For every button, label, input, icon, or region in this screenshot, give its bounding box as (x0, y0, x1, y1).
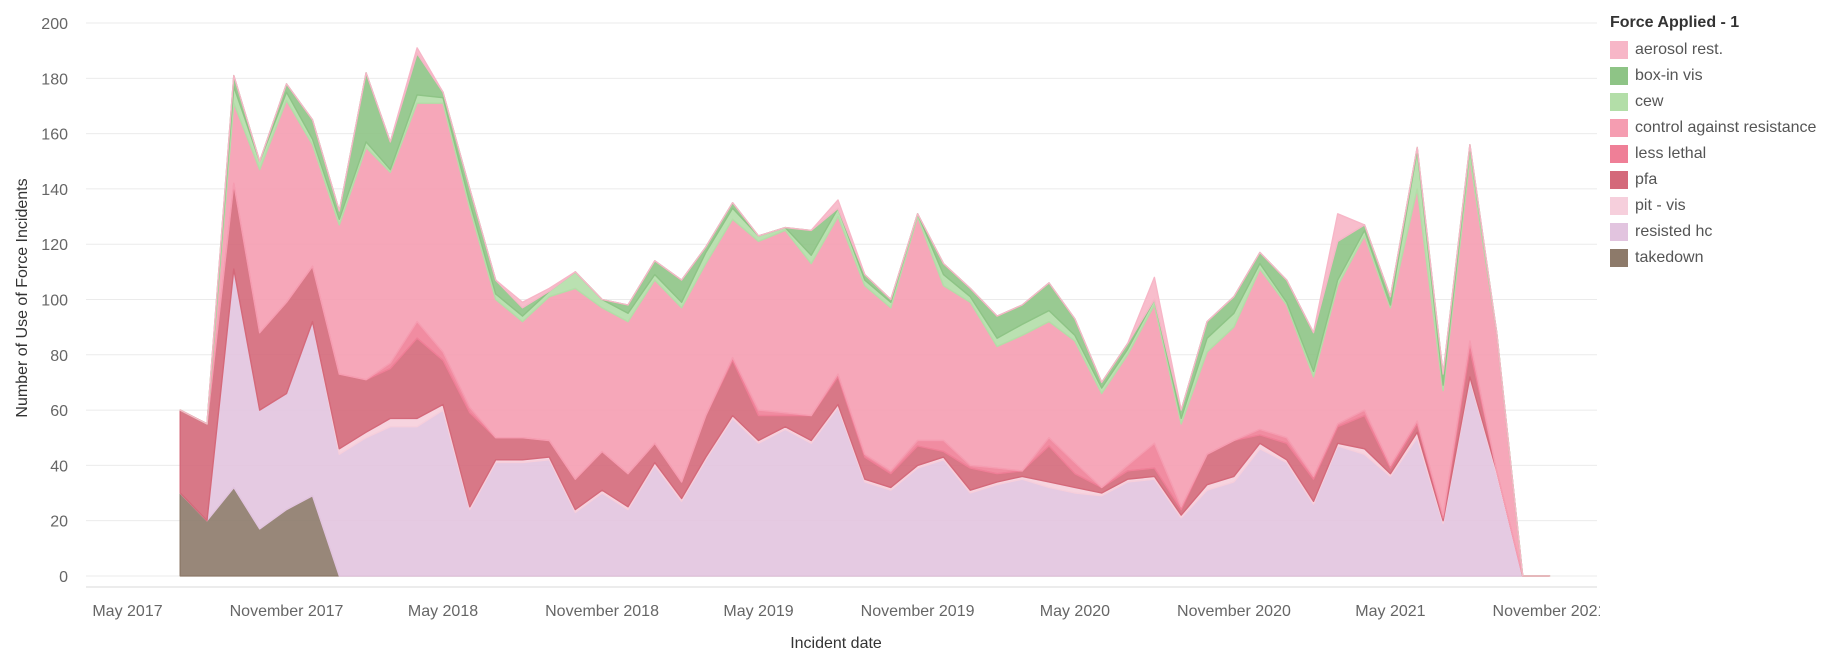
x-tick-label: May 2017 (92, 603, 162, 620)
legend-swatch (1610, 145, 1628, 163)
x-tick-label: November 2019 (861, 603, 975, 620)
x-tick-label: May 2020 (1040, 603, 1110, 620)
legend-swatch (1610, 249, 1628, 267)
legend-label: resisted hc (1635, 223, 1713, 240)
x-tick-label: November 2021 (1493, 603, 1600, 620)
legend-label: less lethal (1635, 145, 1707, 162)
x-axis: May 2017 November 2017 May 2018 November 20… (92, 603, 1600, 620)
legend-label: pit - vis (1635, 197, 1686, 214)
legend: Force Applied - 1 aerosol rest. box-in vi… (1610, 14, 1832, 271)
y-tick-label: 0 (59, 569, 68, 586)
x-tick-label: May 2021 (1355, 603, 1425, 620)
legend-label: pfa (1635, 171, 1658, 188)
y-tick-label: 180 (41, 71, 68, 88)
legend-label: cew (1635, 93, 1664, 110)
legend-swatch (1610, 171, 1628, 189)
y-tick-label: 200 (41, 16, 68, 33)
y-tick-label: 40 (50, 458, 68, 475)
legend-items: aerosol rest. box-in vis cew control agains… (1610, 37, 1832, 271)
y-tick-label: 60 (50, 403, 68, 420)
x-tick-label: May 2019 (723, 603, 793, 620)
legend-label: aerosol rest. (1635, 41, 1724, 58)
legend-swatch (1610, 197, 1628, 215)
stacked-areas (179, 47, 1551, 577)
legend-item-takedown[interactable]: takedown (1610, 245, 1832, 271)
legend-swatch (1610, 41, 1628, 59)
x-tick-label: November 2018 (545, 603, 659, 620)
x-tick-label: May 2018 (408, 603, 478, 620)
y-tick-label: 160 (41, 127, 68, 144)
y-tick-label: 100 (41, 293, 68, 310)
legend-swatch (1610, 119, 1628, 137)
legend-label: box-in vis (1635, 67, 1703, 84)
legend-item-resisted-hc[interactable]: resisted hc (1610, 219, 1832, 245)
y-axis-title: Number of Use of Force Incidents (14, 178, 31, 417)
y-tick-label: 140 (41, 182, 68, 199)
legend-swatch (1610, 93, 1628, 111)
legend-item-aerosol-rest[interactable]: aerosol rest. (1610, 37, 1832, 63)
legend-item-control-against-resistance[interactable]: control against resistance (1610, 115, 1832, 141)
legend-title: Force Applied - 1 (1610, 14, 1740, 31)
x-tick-label: November 2017 (230, 603, 344, 620)
y-tick-label: 80 (50, 348, 68, 365)
legend-swatch (1610, 223, 1628, 241)
area-aerosol-rest (179, 47, 1551, 577)
legend-item-less-lethal[interactable]: less lethal (1610, 141, 1832, 167)
x-axis-title: Incident date (790, 635, 882, 652)
x-tick-label: November 2020 (1177, 603, 1291, 620)
legend-label: takedown (1635, 249, 1704, 266)
legend-label: control against resistance (1635, 119, 1817, 136)
legend-swatch (1610, 67, 1628, 85)
area-chart: May 2017 November 2017 May 2018 November 20… (14, 16, 1600, 652)
y-axis: 0 20 40 60 80 100 120 140 160 180 200 (41, 16, 68, 586)
legend-item-box-in-vis[interactable]: box-in vis (1610, 63, 1832, 89)
y-tick-label: 20 (50, 514, 68, 531)
legend-item-cew[interactable]: cew (1610, 89, 1832, 115)
y-tick-label: 120 (41, 237, 68, 254)
legend-item-pit-vis[interactable]: pit - vis (1610, 193, 1832, 219)
legend-item-pfa[interactable]: pfa (1610, 167, 1832, 193)
